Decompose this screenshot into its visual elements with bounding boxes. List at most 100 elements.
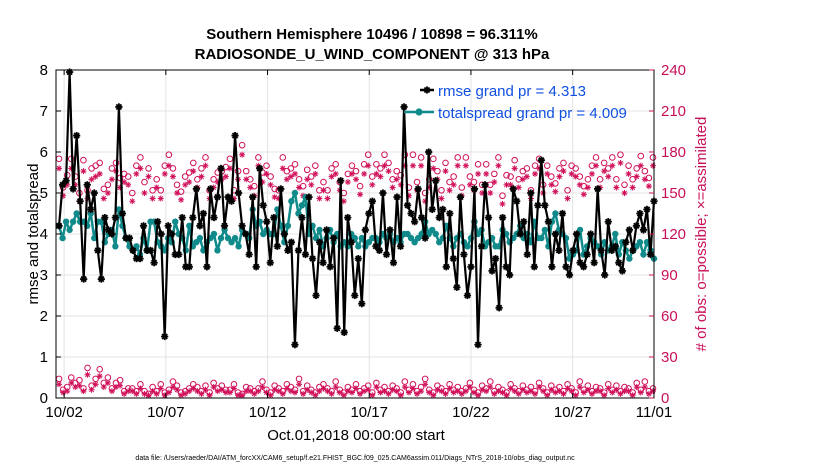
rmse-point: [111, 214, 119, 222]
count-assimilated-marker: [56, 165, 63, 172]
rmse-point: [544, 218, 552, 226]
count-assimilated-marker: [564, 385, 571, 392]
count-assimilated-marker: [206, 392, 213, 399]
count-possible-marker: [104, 181, 112, 189]
count-possible-marker: [279, 154, 287, 161]
count-assimilated-marker: [393, 388, 400, 395]
count-assimilated-marker: [544, 170, 551, 177]
count-assimilated-marker: [556, 388, 563, 395]
rmse-point: [446, 209, 454, 218]
rmse-point: [273, 242, 281, 250]
count-possible-marker: [474, 161, 482, 168]
legend-rmse-asterisk: [423, 86, 431, 94]
rmse-point: [572, 230, 581, 238]
count-assimilated-marker: [625, 388, 632, 395]
count-possible-marker: [446, 178, 453, 186]
count-assimilated-marker: [174, 386, 181, 393]
count-assimilated-marker: [247, 388, 254, 395]
count-assimilated-marker: [385, 168, 392, 175]
count-assimilated-marker: [487, 384, 494, 391]
rmse-point: [379, 189, 387, 197]
count-assimilated-marker: [182, 181, 189, 188]
count-possible-marker: [157, 186, 165, 194]
count-assimilated-marker: [190, 168, 197, 175]
rmse-point: [636, 209, 644, 218]
ytick-right-label-2: 60: [661, 308, 678, 325]
count-possible-marker: [604, 165, 612, 172]
rmse-point: [154, 218, 162, 226]
count-assimilated-marker: [601, 392, 608, 399]
count-possible-marker: [511, 156, 518, 164]
count-assimilated-marker: [466, 384, 473, 391]
count-assimilated-marker: [137, 385, 144, 392]
rmse-point: [256, 164, 264, 172]
count-assimilated-marker: [507, 385, 514, 392]
rmse-point: [189, 214, 197, 222]
rmse-point: [213, 193, 222, 201]
count-assimilated-marker: [353, 176, 360, 183]
count-assimilated-marker: [332, 170, 339, 177]
count-assimilated-marker: [296, 381, 303, 388]
rmse-point: [569, 246, 577, 254]
count-assimilated-marker: [96, 170, 103, 177]
rmse-point: [157, 230, 165, 238]
rmse-point: [90, 189, 98, 197]
count-assimilated-marker: [393, 176, 400, 183]
totalspread-point: [626, 255, 633, 262]
ytick-right-label-3: 90: [661, 267, 678, 284]
rmse-point: [643, 205, 651, 213]
rmse-point: [470, 185, 479, 193]
totalspread-point: [66, 226, 73, 234]
rmse-point: [389, 259, 398, 267]
count-assimilated-marker: [104, 190, 111, 196]
count-assimilated-marker: [621, 190, 628, 196]
count-assimilated-marker: [255, 388, 262, 395]
rmse-point: [146, 246, 155, 254]
legend-rmse-marker: [423, 86, 431, 94]
rmse-point: [548, 263, 556, 271]
y-axis-right-label: # of obs: o=possible; ×=assimilated: [693, 117, 710, 352]
rmse-point: [425, 148, 433, 156]
count-assimilated-marker: [373, 170, 380, 177]
count-possible-marker: [495, 154, 502, 161]
rmse-point: [245, 250, 253, 259]
count-assimilated-marker: [405, 389, 412, 396]
rmse-point: [579, 263, 588, 271]
count-assimilated-marker: [576, 384, 583, 391]
count-assimilated-marker: [344, 179, 351, 186]
rmse-point: [178, 214, 186, 222]
ytick-right-label-7: 210: [661, 103, 686, 120]
rmse-point: [439, 205, 447, 213]
count-possible-marker: [96, 366, 104, 373]
count-possible-marker: [291, 161, 299, 168]
count-assimilated-marker: [462, 388, 469, 395]
count-assimilated-marker: [613, 386, 620, 393]
rmse-point: [108, 230, 116, 238]
totalspread-point: [59, 234, 66, 242]
count-assimilated-marker: [584, 386, 591, 393]
totalspread-point: [432, 230, 439, 238]
rmse-point: [396, 242, 405, 250]
count-assimilated-marker: [536, 384, 543, 391]
count-assimilated-marker: [617, 390, 624, 397]
rmse-point: [365, 209, 373, 218]
count-possible-marker: [438, 186, 445, 194]
rmse-point: [477, 242, 486, 250]
totalspread-point: [186, 222, 193, 229]
rmse-point: [238, 222, 246, 230]
rmse-point: [294, 246, 303, 254]
count-assimilated-marker: [178, 196, 185, 203]
rmse-point: [537, 156, 545, 164]
count-assimilated-marker: [291, 170, 298, 177]
ytick-left-label-0: 0: [40, 390, 48, 407]
count-assimilated-marker: [161, 392, 168, 399]
count-possible-marker: [560, 159, 567, 167]
rmse-point: [421, 234, 429, 242]
rmse-point: [520, 218, 528, 226]
rmse-point: [94, 246, 102, 254]
count-assimilated-marker: [129, 198, 136, 205]
rmse-point: [344, 214, 352, 222]
count-assimilated-marker: [373, 384, 380, 391]
rmse-point: [168, 230, 176, 238]
count-assimilated-marker: [312, 392, 319, 399]
